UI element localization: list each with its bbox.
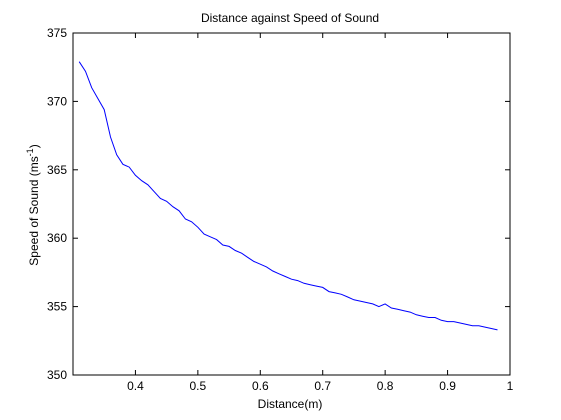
y-tick-label: 360	[47, 231, 67, 245]
y-tick-label: 365	[47, 163, 67, 177]
y-axis-label-superscript: -1	[25, 148, 35, 156]
x-tick-label: 0.5	[190, 379, 207, 393]
y-axis-label: Speed of Sound (ms-1)	[25, 144, 41, 265]
x-tick-label: 0.9	[439, 379, 456, 393]
x-tick-label: 0.6	[252, 379, 269, 393]
chart-title: Distance against Speed of Sound	[201, 11, 379, 25]
x-tick-label: 0.7	[314, 379, 331, 393]
plot-area	[72, 32, 511, 376]
y-tick-label: 370	[47, 94, 67, 108]
y-tick-label: 375	[47, 26, 67, 40]
x-tick-label: 0.8	[377, 379, 394, 393]
y-tick-label: 355	[47, 300, 67, 314]
x-axis-label: Distance(m)	[258, 397, 323, 411]
y-axis-label-tail: )	[27, 144, 41, 148]
y-axis-label-base: Speed of Sound (ms	[27, 156, 41, 265]
x-tick-label: 1	[507, 379, 514, 393]
y-tick-label: 350	[47, 368, 67, 382]
x-axis: 0.4 0.5 0.6 0.7 0.8 0.9 1	[127, 33, 514, 393]
series-line	[78, 61, 498, 331]
y-axis: 350 355 360 365 370 375	[47, 26, 510, 382]
x-tick-label: 0.4	[127, 379, 144, 393]
